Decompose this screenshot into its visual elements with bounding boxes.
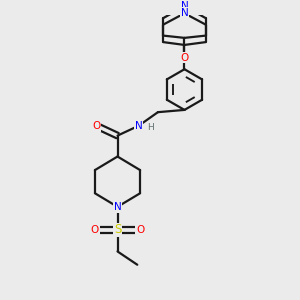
Text: O: O (92, 121, 100, 131)
Text: O: O (180, 52, 189, 63)
Text: H: H (147, 124, 154, 133)
Text: N: N (114, 202, 122, 212)
Text: O: O (136, 225, 144, 235)
Text: N: N (181, 8, 188, 18)
Text: O: O (91, 225, 99, 235)
Text: N: N (135, 121, 142, 131)
Text: S: S (114, 224, 121, 236)
Text: N: N (181, 1, 188, 11)
